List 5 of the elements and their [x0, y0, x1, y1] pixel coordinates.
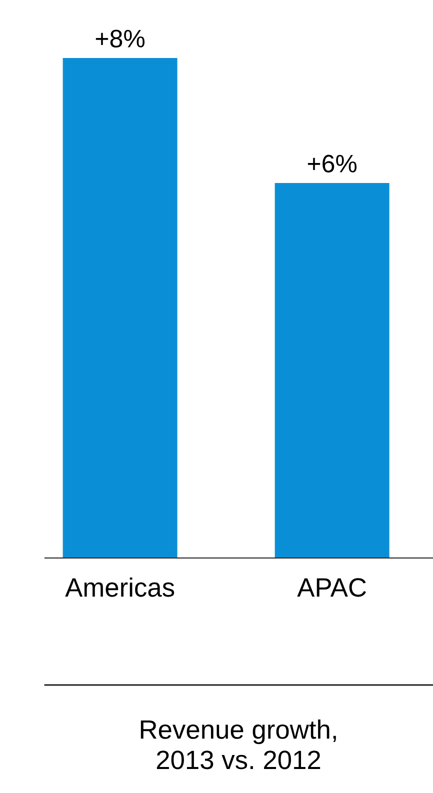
data-label: +8%: [96, 30, 145, 48]
data-label: +6%: [308, 154, 357, 173]
x-tick-label: Americas: [65, 577, 174, 597]
x-tick-label: APAC: [297, 578, 366, 597]
text: Revenue growth, 2013 vs. 2012: [140, 720, 336, 770]
